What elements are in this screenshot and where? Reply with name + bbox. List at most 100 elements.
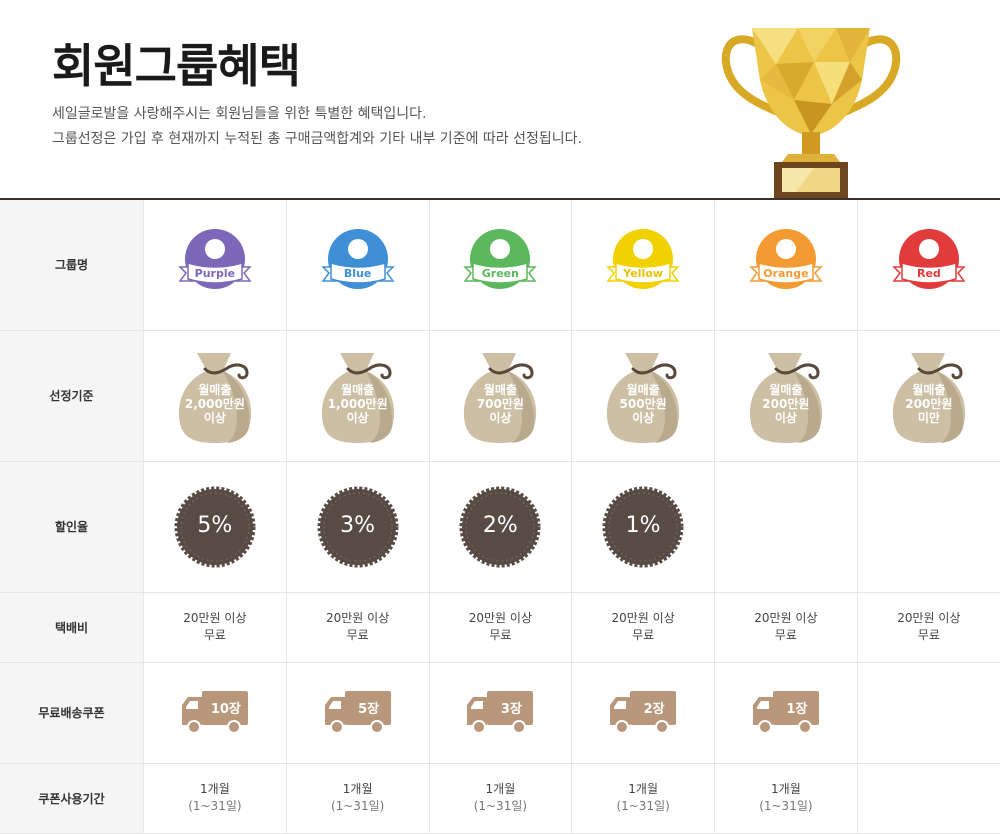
coupon-count: 1장 [786, 701, 808, 717]
shipping-cell: 20만원 이상 무료 [857, 592, 1000, 663]
group-cell: Purple [143, 200, 287, 331]
coupon-cell [857, 662, 1000, 764]
coupon-cell: 1장 [714, 662, 858, 764]
period-cell: 1개월 (1~31일) [429, 763, 573, 834]
discount-cell: 5% [143, 461, 287, 593]
discount-cell: 2% [429, 461, 573, 593]
shipping-cell: 20만원 이상 무료 [286, 592, 430, 663]
shipping-cell: 20만원 이상 무료 [143, 592, 287, 663]
page-description-line-2: 그룹선정은 가입 후 현재까지 누적된 총 구매금액합계와 기타 내부 기준에 … [52, 131, 582, 147]
truck-icon [324, 690, 391, 734]
group-badge-icon [178, 225, 252, 292]
delivery-truck: 5장 [323, 689, 393, 737]
discount-value: 3% [340, 512, 376, 538]
coupon-cell: 3장 [429, 662, 573, 764]
money-bag: 월매출 2,000만원 이상 [173, 347, 257, 445]
benefits-table: 그룹명 Purple [0, 200, 1000, 834]
discount-value: 2% [482, 512, 518, 538]
group-badge: Blue [317, 225, 399, 305]
criteria-cell: 월매출 200만원 이상 [714, 330, 858, 462]
criteria-text: 월매출 500만원 이상 [619, 382, 667, 425]
group-cell: Yellow [571, 200, 715, 331]
discount-row: 할인율 5% 3% [0, 461, 1000, 593]
seal-icon [174, 486, 256, 567]
group-badge-icon [463, 225, 538, 292]
criteria-text: 월매출 700만원 이상 [476, 382, 524, 425]
discount-seal: 5% [174, 486, 256, 568]
coupon-cell: 10장 [143, 662, 287, 764]
money-bag: 월매출 200만원 이상 [744, 347, 828, 445]
group-badge-label: Purple [194, 266, 236, 280]
money-bag: 월매출 700만원 이상 [458, 347, 542, 445]
coupon-count: 3장 [500, 701, 522, 717]
money-bag-icon [321, 352, 394, 443]
coupon-cell: 5장 [286, 662, 430, 764]
discount-cell [714, 461, 858, 593]
criteria-text: 월매출 200만원 미만 [905, 382, 953, 425]
shipping-cell: 20만원 이상 무료 [571, 592, 715, 663]
money-bag-icon [749, 352, 823, 443]
group-badge-icon [320, 225, 395, 292]
truck-icon [610, 690, 677, 734]
discount-seal: 3% [317, 486, 399, 568]
group-badge: Orange [745, 225, 827, 305]
money-bag: 월매출 1,000만원 이상 [316, 347, 400, 445]
criteria-cell: 월매출 500만원 이상 [571, 330, 715, 462]
discount-seal: 1% [602, 486, 684, 568]
criteria-cell: 월매출 200만원 미만 [857, 330, 1000, 462]
row-label: 쿠폰사용기간 [0, 763, 144, 834]
group-badge-label: Yellow [623, 266, 663, 280]
group-cell: Red [857, 200, 1000, 331]
discount-cell: 1% [571, 461, 715, 593]
seal-icon [459, 486, 541, 567]
coupon-count: 10장 [210, 701, 241, 717]
group-badge: Green [459, 225, 541, 305]
page-description-line-1: 세일글로발을 사랑해주시는 회원님들을 위한 특별한 혜택입니다. [52, 106, 427, 122]
period-cell [857, 763, 1000, 834]
discount-seal: 2% [459, 486, 541, 568]
header-divider [0, 198, 1000, 200]
criteria-text: 월매출 200만원 이상 [762, 382, 810, 425]
delivery-truck: 3장 [465, 689, 535, 737]
row-label: 선정기준 [0, 330, 144, 462]
page-header: 회원그룹혜택 세일글로발을 사랑해주시는 회원님들을 위한 특별한 혜택입니다.… [0, 0, 1000, 198]
group-cell: Blue [286, 200, 430, 331]
row-label: 할인율 [0, 461, 144, 593]
criteria-cell: 월매출 700만원 이상 [429, 330, 573, 462]
money-bag-icon [178, 352, 252, 443]
money-bag-icon [606, 352, 680, 443]
criteria-cell: 월매출 2,000만원 이상 [143, 330, 287, 462]
shipping-cell: 20만원 이상 무료 [429, 592, 573, 663]
row-label: 무료배송쿠폰 [0, 662, 144, 764]
group-badge-label: Red [916, 266, 941, 280]
row-label: 택배비 [0, 592, 144, 663]
truck-icon [752, 690, 819, 734]
page-title: 회원그룹혜택 [52, 39, 301, 93]
row-label: 그룹명 [0, 200, 144, 331]
period-cell: 1개월 (1~31일) [143, 763, 287, 834]
coupon-count: 2장 [643, 701, 665, 717]
group-cell: Green [429, 200, 573, 331]
seal-icon [317, 486, 399, 567]
group-badge-label: Green [481, 266, 519, 280]
group-badge: Purple [174, 225, 256, 305]
delivery-truck: 10장 [180, 689, 250, 737]
delivery-truck: 1장 [751, 689, 821, 737]
delivery-truck: 2장 [608, 689, 678, 737]
period-cell: 1개월 (1~31일) [714, 763, 858, 834]
money-bag: 월매출 200만원 미만 [887, 347, 971, 445]
money-bag: 월매출 500만원 이상 [601, 347, 685, 445]
group-badge: Yellow [602, 225, 684, 305]
discount-value: 1% [625, 512, 661, 538]
shipping-cell: 20만원 이상 무료 [714, 592, 858, 663]
truck-icon [181, 690, 248, 734]
group-badge: Red [888, 225, 970, 305]
money-bag-icon [464, 352, 537, 443]
group-badge-icon [606, 225, 680, 292]
group-badge-label: Orange [763, 266, 809, 280]
criteria-text: 월매출 2,000만원 이상 [184, 382, 245, 425]
discount-cell [857, 461, 1000, 593]
group-badge-icon [749, 225, 823, 292]
trophy-icon [721, 28, 901, 198]
money-bag-icon [892, 352, 966, 443]
